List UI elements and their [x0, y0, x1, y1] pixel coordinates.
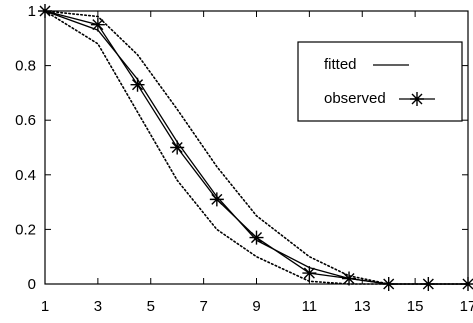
x-tick-label: 1 [41, 298, 49, 315]
legend-fitted-label: fitted [324, 56, 357, 73]
observed-star-marker [90, 17, 105, 32]
y-tick-label: 0.4 [15, 167, 36, 184]
legend-observed-label: observed [324, 90, 386, 107]
x-tick-label: 11 [302, 298, 318, 315]
y-tick-label: 0 [28, 276, 36, 293]
x-tick-label: 5 [147, 298, 155, 315]
legend-observed-star-marker [410, 92, 424, 106]
legend: fitted observed [297, 41, 463, 122]
observed-star-marker [130, 77, 145, 92]
y-tick-label: 0.8 [15, 58, 36, 75]
legend-box [297, 41, 463, 122]
x-tick-label: 9 [252, 298, 260, 315]
x-tick-label: 13 [354, 298, 371, 315]
observed-star-marker [249, 230, 264, 245]
y-tick-label: 0.2 [15, 221, 36, 238]
observed-star-marker [302, 266, 317, 281]
y-tick-label: 0.6 [15, 112, 36, 129]
x-tick-label: 17 [460, 298, 473, 315]
observed-star-marker [170, 140, 185, 155]
y-tick-label: 1 [28, 3, 36, 20]
observed-star-marker [209, 192, 224, 207]
x-tick-label: 3 [94, 298, 102, 315]
plot-frame [44, 10, 469, 285]
x-tick-label: 15 [407, 298, 424, 315]
x-tick-label: 7 [199, 298, 207, 315]
observed-star-marker [342, 271, 357, 286]
